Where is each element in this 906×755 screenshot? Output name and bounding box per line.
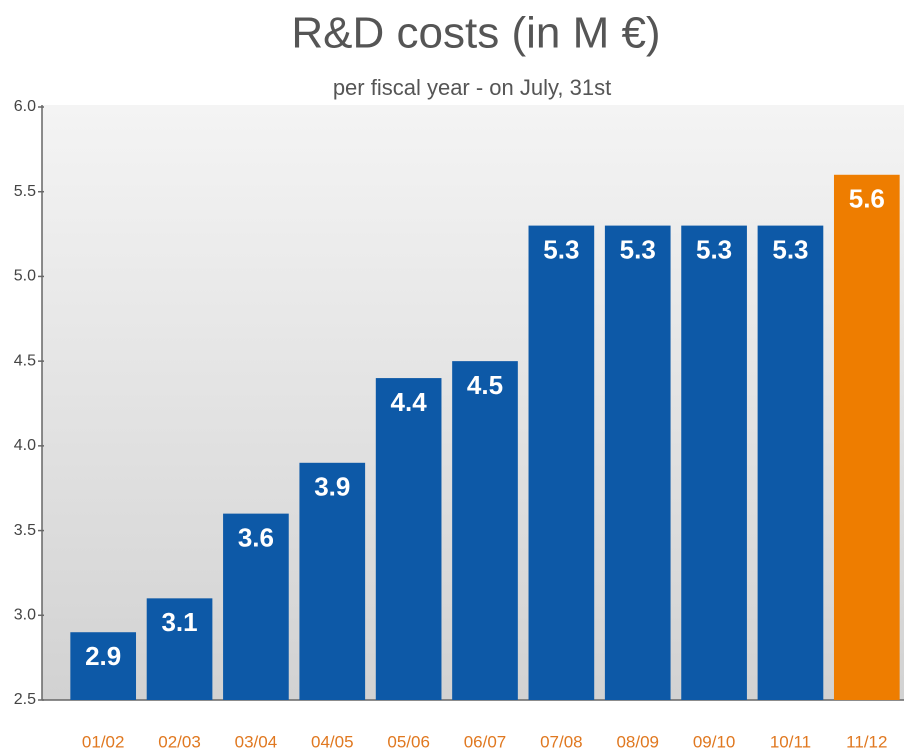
y-tick-label: 6.0 [14, 98, 36, 115]
bar [70, 632, 137, 700]
chart-title: R&D costs (in M €) [291, 9, 660, 58]
bar [299, 462, 366, 700]
x-tick-label: 06/07 [464, 732, 507, 751]
x-tick-label: 01/02 [82, 732, 125, 751]
x-tick-label: 05/06 [387, 732, 430, 751]
bar [604, 225, 671, 700]
bar-value-label: 4.4 [391, 387, 428, 417]
bar-value-label: 3.6 [238, 523, 274, 553]
y-tick-label: 4.0 [14, 437, 36, 454]
bar-value-label: 5.3 [620, 234, 656, 264]
y-tick-label: 4.5 [14, 352, 36, 369]
bar [757, 225, 824, 700]
bar-value-label: 3.1 [161, 607, 197, 637]
bar-value-label: 5.3 [696, 234, 732, 264]
bar-value-label: 5.6 [849, 184, 885, 214]
x-tick-label: 07/08 [540, 732, 583, 751]
bar [223, 513, 289, 700]
bar [146, 598, 213, 700]
bar-value-label: 5.3 [543, 234, 579, 264]
x-tick-label: 04/05 [311, 732, 354, 751]
x-tick-label: 03/04 [235, 732, 278, 751]
bar-value-label: 5.3 [772, 234, 808, 264]
bar [833, 174, 900, 700]
bar [528, 225, 595, 700]
x-tick-label: 10/11 [770, 732, 811, 751]
bar-value-label: 4.5 [467, 370, 503, 400]
bar [681, 225, 747, 700]
y-tick-label: 5.0 [14, 268, 36, 285]
y-tick-label: 3.5 [14, 522, 36, 539]
bar [375, 378, 442, 700]
x-tick-label: 02/03 [158, 732, 201, 751]
bar-value-label: 3.9 [314, 472, 350, 502]
chart-subtitle: per fiscal year - on July, 31st [333, 75, 611, 100]
y-tick-label: 3.0 [14, 607, 36, 624]
x-tick-label: 09/10 [693, 732, 736, 751]
y-tick-label: 5.5 [14, 183, 36, 200]
x-tick-label: 08/09 [616, 732, 659, 751]
x-tick-label: 11/12 [846, 732, 887, 751]
y-tick-label: 2.5 [14, 691, 36, 708]
bar [452, 361, 518, 700]
bar-value-label: 2.9 [85, 641, 121, 671]
